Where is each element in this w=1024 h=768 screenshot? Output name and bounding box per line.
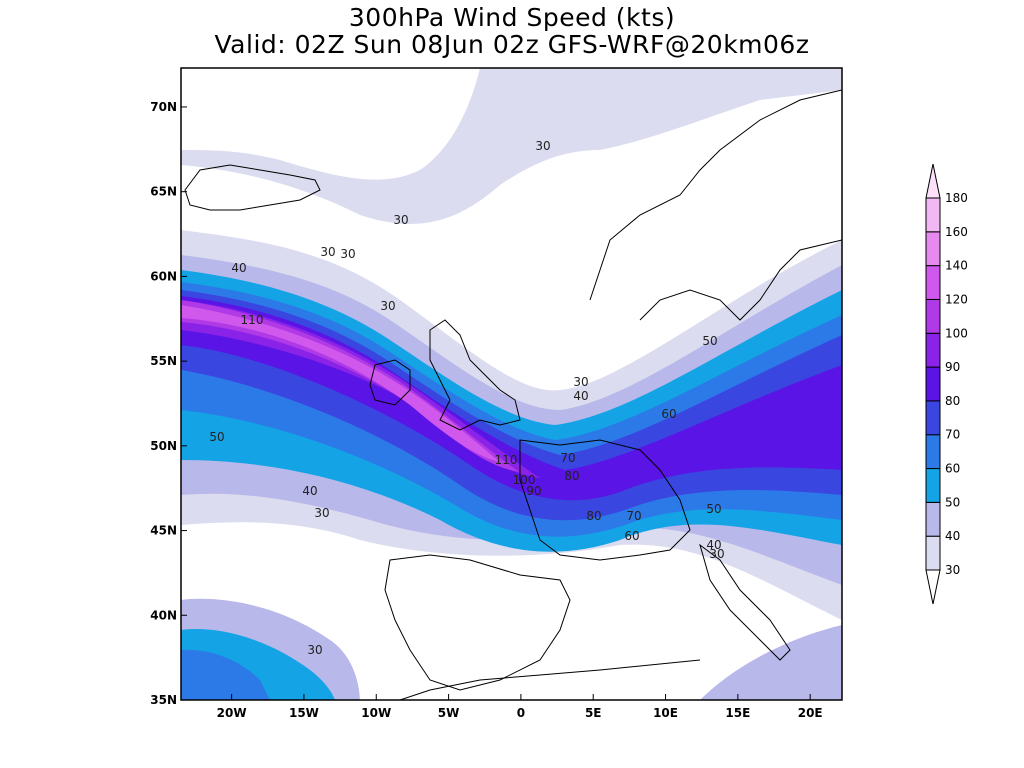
lat-tick-label: 45N bbox=[150, 524, 177, 538]
lat-tick-label: 70N bbox=[150, 100, 177, 114]
colorbar-label: 70 bbox=[945, 428, 960, 442]
colorbar-segment bbox=[925, 400, 941, 436]
band-110 bbox=[181, 305, 500, 462]
map-subtitle: Valid: 02Z Sun 08Jun 02z GFS-WRF@20km06z bbox=[214, 30, 810, 59]
lat-tick-label: 65N bbox=[150, 185, 177, 199]
lon-tick-label: 15W bbox=[289, 706, 319, 720]
contour-label: 80 bbox=[586, 509, 601, 523]
contour-label: 30 bbox=[320, 245, 335, 259]
colorbar-max-arrow bbox=[925, 163, 941, 199]
contour-label: 110 bbox=[241, 313, 264, 327]
lon-tick-label: 5E bbox=[585, 706, 602, 720]
lon-tick-label: 20E bbox=[798, 706, 823, 720]
colorbar-segment bbox=[925, 366, 941, 402]
colorbar-label: 60 bbox=[945, 462, 960, 476]
contour-label: 30 bbox=[340, 247, 355, 261]
lat-tick-label: 55N bbox=[150, 354, 177, 368]
colorbar-label: 160 bbox=[945, 225, 968, 239]
coast-italy bbox=[699, 543, 791, 661]
contour-label: 40 bbox=[706, 538, 721, 552]
band-80 bbox=[181, 296, 842, 501]
contour-label: 40 bbox=[573, 389, 588, 403]
lon-tick-label: 0 bbox=[517, 706, 525, 720]
colorbar-label: 100 bbox=[945, 326, 968, 340]
contour-label: 30 bbox=[307, 643, 322, 657]
contour-label: 30 bbox=[393, 213, 408, 227]
lat-tick-label: 40N bbox=[150, 608, 177, 622]
contour-label: 70 bbox=[626, 509, 641, 523]
coast-iceland bbox=[184, 164, 321, 211]
contour-label: 40 bbox=[231, 261, 246, 275]
contour-label: 60 bbox=[624, 529, 639, 543]
colorbar-segment bbox=[925, 501, 941, 537]
contour-label: 30 bbox=[380, 299, 395, 313]
colorbar-label: 30 bbox=[945, 563, 960, 577]
map-frame bbox=[180, 67, 843, 701]
contour-label: 40 bbox=[302, 484, 317, 498]
lat-tick-label: 60N bbox=[150, 269, 177, 283]
lon-tick-label: 10E bbox=[653, 706, 678, 720]
map-title: 300hPa Wind Speed (kts) bbox=[348, 3, 676, 32]
contour-label: 30 bbox=[573, 375, 588, 389]
colorbar-segment bbox=[925, 434, 941, 470]
coastlines bbox=[184, 89, 842, 700]
contour-labels: 30 30 30 30 40 30 110 50 30 40 60 50 70 … bbox=[209, 139, 724, 657]
lon-tick-label: 5W bbox=[438, 706, 460, 720]
contour-label: 30 bbox=[314, 506, 329, 520]
band-sw-60 bbox=[181, 649, 270, 700]
coast-africa bbox=[399, 659, 701, 700]
colorbar-label: 50 bbox=[945, 495, 960, 509]
contour-label: 50 bbox=[702, 334, 717, 348]
wind-speed-fill bbox=[181, 68, 842, 700]
coast-ireland bbox=[369, 359, 411, 406]
colorbar-segment bbox=[925, 298, 941, 334]
lon-tick-label: 20W bbox=[217, 706, 247, 720]
coast-britain bbox=[429, 319, 521, 431]
colorbar-label: 120 bbox=[945, 292, 968, 306]
colorbar-segment bbox=[925, 535, 941, 571]
coast-scandinavia bbox=[589, 89, 842, 321]
colorbar-segment bbox=[925, 468, 941, 503]
contour-label: 80 bbox=[564, 469, 579, 483]
lon-tick-label: 15E bbox=[725, 706, 750, 720]
colorbar-label: 180 bbox=[945, 191, 968, 205]
contour-label: 50 bbox=[706, 502, 721, 516]
band-30-north bbox=[181, 68, 842, 224]
colorbar-min-arrow bbox=[925, 569, 941, 605]
contour-label: 50 bbox=[209, 430, 224, 444]
colorbar-label: 90 bbox=[945, 360, 960, 374]
colorbar-segment bbox=[925, 197, 941, 233]
contour-label: 30 bbox=[709, 547, 724, 561]
contour-label: 100 bbox=[513, 473, 536, 487]
band-90 bbox=[181, 300, 540, 478]
contour-label: 60 bbox=[661, 407, 676, 421]
colorbar: 30 40 50 60 70 80 90 100 120 140 160 180 bbox=[925, 163, 968, 605]
band-se-40 bbox=[700, 625, 842, 700]
contour-label: 30 bbox=[535, 139, 550, 153]
colorbar-label: 80 bbox=[945, 394, 960, 408]
colorbar-segment bbox=[925, 265, 941, 300]
colorbar-label: 40 bbox=[945, 529, 960, 543]
contour-label: 70 bbox=[560, 451, 575, 465]
lat-tick-label: 50N bbox=[150, 439, 177, 453]
coast-iberia bbox=[384, 554, 571, 691]
lon-tick-label: 10W bbox=[361, 706, 391, 720]
latitude-axis: 70N 65N 60N 55N 50N 45N 40N 35N bbox=[150, 100, 187, 707]
colorbar-label: 140 bbox=[945, 259, 968, 273]
colorbar-segment bbox=[925, 332, 941, 368]
lat-tick-label: 35N bbox=[150, 693, 177, 707]
contour-label: 90 bbox=[526, 484, 541, 498]
coast-france bbox=[519, 439, 691, 561]
colorbar-segment bbox=[925, 231, 941, 267]
longitude-axis: 20W 15W 10W 5W 0 5E 10E 15E 20E bbox=[217, 694, 823, 720]
contour-label: 110 bbox=[495, 453, 518, 467]
